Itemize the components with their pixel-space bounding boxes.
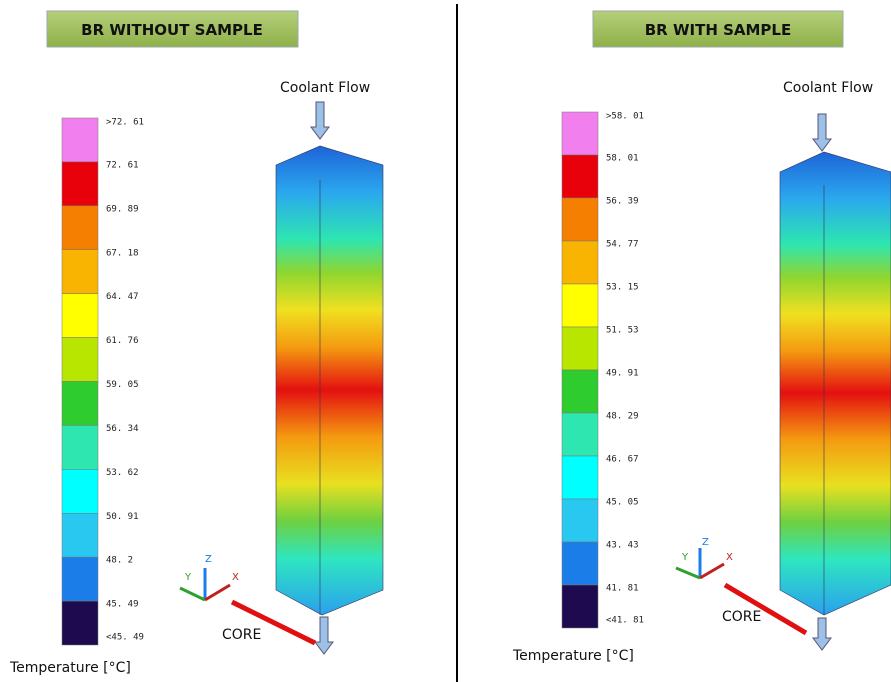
legend-swatch: [62, 601, 98, 645]
legend-swatch: [562, 413, 598, 456]
legend-swatch: [62, 206, 98, 250]
panel: BR WITH SAMPLE Coolant Flow Z Y X CORE >…: [512, 11, 891, 664]
legend-swatch: [562, 585, 598, 628]
legend-label: 43. 43: [606, 541, 639, 551]
svg-text:Z: Z: [702, 537, 709, 548]
svg-text:X: X: [726, 552, 733, 563]
legend-label: 64. 47: [106, 292, 139, 302]
axis-triad: Z Y X: [676, 537, 733, 578]
legend-label: 53. 15: [606, 283, 639, 293]
legend-label: 49. 91: [606, 369, 639, 379]
svg-text:Y: Y: [184, 572, 192, 583]
legend-swatch: [62, 382, 98, 426]
legend-label: 48. 29: [606, 412, 639, 422]
legend-swatch: [562, 499, 598, 542]
legend-label: 51. 53: [606, 326, 639, 336]
core-label: CORE: [722, 609, 761, 625]
core-label: CORE: [222, 627, 261, 643]
legend-label: 45. 49: [106, 600, 139, 610]
column: [780, 152, 891, 615]
legend-label: 61. 76: [106, 336, 139, 346]
legend-label: >72. 61: [106, 118, 144, 128]
coolant-label: Coolant Flow: [280, 80, 370, 96]
legend-swatch: [562, 370, 598, 413]
svg-text:Y: Y: [681, 552, 689, 563]
arrow: [813, 618, 831, 650]
axis-triad: Z Y X: [180, 554, 239, 600]
legend-swatch: [62, 557, 98, 601]
arrow: [311, 102, 329, 139]
legend-swatch: [562, 456, 598, 499]
legend-swatch: [62, 338, 98, 382]
legend-swatch: [62, 162, 98, 206]
legend-swatch: [62, 513, 98, 557]
panel-title: BR WITHOUT SAMPLE: [81, 21, 263, 39]
legend-swatch: [62, 469, 98, 513]
legend-label: 56. 39: [606, 197, 639, 207]
svg-text:Z: Z: [205, 554, 212, 565]
arrow: [315, 617, 333, 654]
legend-label: 54. 77: [606, 240, 639, 250]
legend-label: 53. 62: [106, 468, 139, 478]
legend-swatch: [62, 425, 98, 469]
column: [276, 146, 383, 615]
legend-label: 50. 91: [106, 512, 139, 522]
legend-swatch: [562, 112, 598, 155]
legend-swatch: [562, 198, 598, 241]
legend-swatch: [562, 241, 598, 284]
legend-swatch: [562, 542, 598, 585]
legend-swatch: [62, 294, 98, 338]
panel-title: BR WITH SAMPLE: [645, 21, 791, 39]
legend-label: 72. 61: [106, 160, 139, 170]
legend-label: <41. 81: [606, 616, 644, 626]
legend-swatch: [62, 250, 98, 294]
legend-label: 48. 2: [106, 556, 133, 566]
legend-label: 46. 67: [606, 455, 639, 465]
legend-label: 58. 01: [606, 154, 639, 164]
svg-text:X: X: [232, 572, 239, 583]
legend-swatch: [562, 155, 598, 198]
legend-label: >58. 01: [606, 112, 644, 122]
coolant-label: Coolant Flow: [783, 80, 873, 96]
arrow: [813, 114, 831, 151]
legend-label: 69. 89: [106, 204, 139, 214]
legend-title: Temperature [°C]: [512, 648, 634, 664]
legend-swatch: [562, 327, 598, 370]
legend-label: <45. 49: [106, 633, 144, 643]
legend-title: Temperature [°C]: [9, 660, 131, 676]
panel: BR WITHOUT SAMPLE Coolant Flow Z Y X COR…: [9, 11, 383, 676]
figure: BR WITHOUT SAMPLE Coolant Flow Z Y X COR…: [0, 0, 891, 682]
legend-label: 45. 05: [606, 498, 639, 508]
legend-label: 41. 81: [606, 584, 639, 594]
legend-swatch: [562, 284, 598, 327]
legend-label: 59. 05: [106, 380, 139, 390]
legend-label: 67. 18: [106, 248, 139, 258]
legend-label: 56. 34: [106, 424, 139, 434]
legend-swatch: [62, 118, 98, 162]
